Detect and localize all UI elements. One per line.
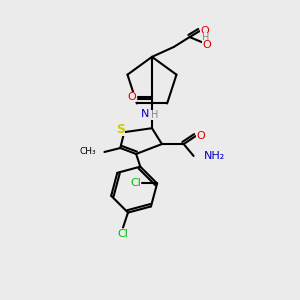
- Text: H: H: [202, 33, 209, 43]
- Text: O: O: [196, 131, 205, 141]
- Text: CH₃: CH₃: [80, 148, 97, 157]
- Text: Cl: Cl: [118, 230, 128, 239]
- Text: O: O: [200, 26, 209, 36]
- Text: O: O: [202, 40, 211, 50]
- Text: NH₂: NH₂: [203, 151, 225, 161]
- Text: N: N: [141, 109, 149, 119]
- Text: H: H: [151, 110, 159, 120]
- Text: S: S: [116, 123, 125, 136]
- Text: Cl: Cl: [130, 178, 141, 188]
- Text: O: O: [128, 92, 136, 101]
